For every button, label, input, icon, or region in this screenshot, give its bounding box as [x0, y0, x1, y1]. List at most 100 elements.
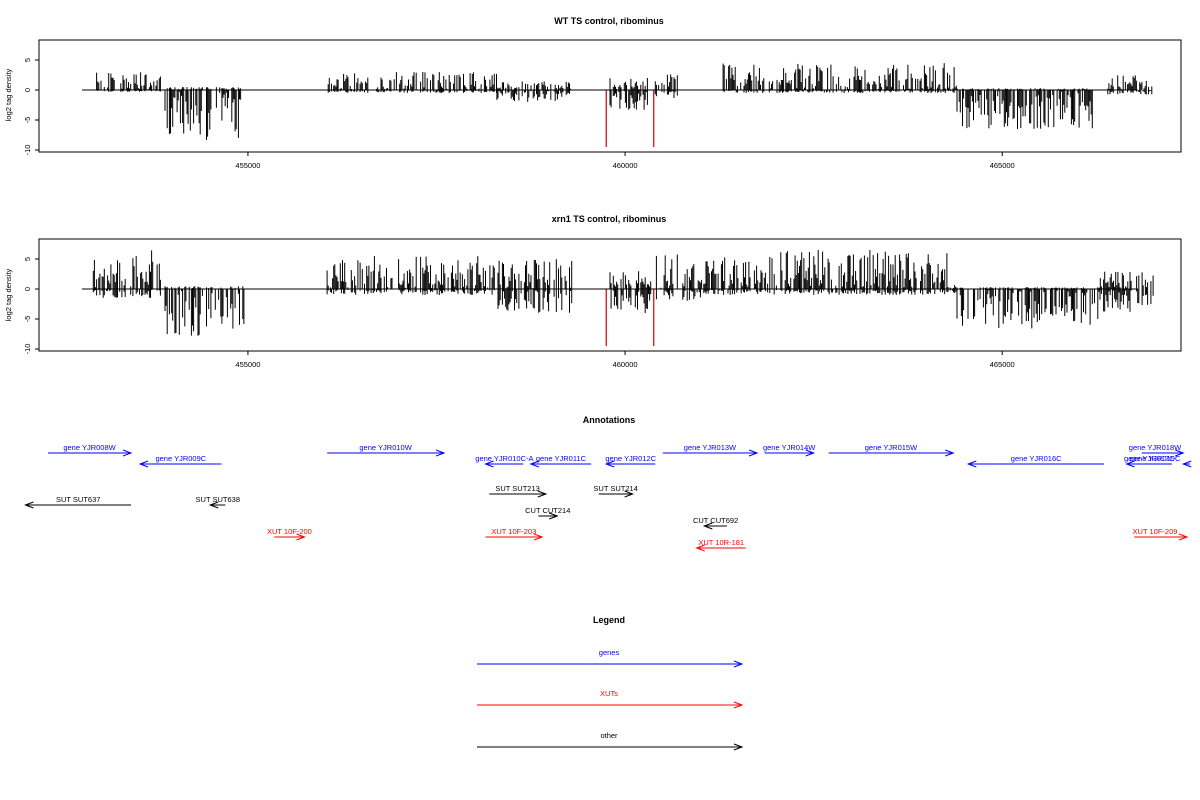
arrowhead	[805, 449, 816, 457]
feature-label: XUT 10F-200	[267, 527, 312, 536]
legend-item: XUTs	[477, 689, 744, 709]
annotation-feature: gene YJR009C	[138, 454, 222, 468]
y-axis-label: log2 tag density	[4, 68, 13, 121]
annotation-feature: SUT SUT638	[196, 495, 240, 509]
x-tick-label: 465000	[990, 161, 1015, 170]
arrowhead	[122, 449, 133, 457]
legend: Legend genes XUTs other	[477, 615, 744, 751]
feature-label: gene YJR017C	[1124, 454, 1175, 463]
legend-label: other	[600, 731, 618, 740]
annotation-feature: gene YJR018W	[1129, 443, 1185, 457]
annotation-feature: gene YJR010C-A	[475, 454, 534, 468]
feature-label: gene YJR008W	[63, 443, 116, 452]
annotation-feature: gene YJR010W	[327, 443, 446, 457]
panel-title: WT TS control, ribominus	[554, 16, 664, 26]
feature-label: gene YJR010W	[359, 443, 412, 452]
arrowhead	[296, 533, 306, 541]
y-axis-label: log2 tag density	[4, 268, 13, 321]
feature-label: gene YJR012C	[605, 454, 656, 463]
annotation-feature: SUT SUT214	[593, 484, 638, 498]
feature-label: gene YJR009C	[155, 454, 206, 463]
y-tick-label: 5	[23, 58, 32, 62]
legend-title: Legend	[593, 615, 625, 625]
arrowhead	[24, 501, 34, 509]
arrowhead	[1175, 449, 1185, 457]
annotation-feature: gene YJR011C	[529, 454, 592, 468]
feature-label: gene YJR015W	[865, 443, 918, 452]
y-tick-label: -5	[23, 316, 32, 323]
arrowhead	[1178, 533, 1189, 541]
arrowhead	[966, 460, 977, 468]
annotation-feature: gene YJR013W	[662, 443, 759, 457]
axis-ticks: -10 -5 0 5 455000 460000 465000	[23, 257, 1015, 369]
panel-xrn1: xrn1 TS control, ribominus log2 tag dens…	[4, 214, 1182, 369]
x-tick-label: 455000	[235, 360, 260, 369]
feature-label: gene YJR018W	[1129, 443, 1182, 452]
highlight-bars	[605, 289, 655, 346]
arrowhead	[537, 490, 548, 498]
y-tick-label: 0	[23, 88, 32, 92]
bar-series	[92, 250, 1154, 336]
annotation-feature: XUT 10F-200	[267, 527, 312, 541]
arrowhead	[624, 490, 635, 498]
arrowhead	[733, 701, 744, 709]
legend-label: XUTs	[600, 689, 618, 698]
annotation-feature: gene YJR008W	[48, 443, 133, 457]
arrowhead	[1125, 460, 1135, 468]
highlight-bars	[605, 90, 655, 147]
annotation-feature: CUT CUT214	[525, 506, 570, 520]
annotation-feature: SUT SUT637	[24, 495, 132, 509]
arrowhead	[435, 449, 446, 457]
legend-label: genes	[599, 648, 620, 657]
feature-list: gene YJR008W gene YJR009C gene YJR010W gene…	[24, 443, 1192, 552]
arrowhead	[484, 460, 494, 468]
feature-label: gene YJR019C	[1130, 454, 1181, 463]
feature-label: gene YJR016C	[1011, 454, 1062, 463]
y-tick-label: -10	[23, 145, 32, 156]
x-tick-label: 455000	[235, 161, 260, 170]
arrowhead	[702, 522, 713, 530]
arrowhead	[1181, 460, 1192, 468]
arrowhead	[208, 501, 219, 509]
feature-label: gene YJR010C-A	[475, 454, 533, 463]
annotation-feature: gene YJR012C	[604, 454, 657, 468]
annotation-feature: gene YJR015W	[828, 443, 955, 457]
arrowhead	[733, 743, 744, 751]
feature-label: gene YJR013W	[684, 443, 737, 452]
panel-wt: WT TS control, ribominus log2 tag densit…	[4, 16, 1182, 170]
feature-label: SUT SUT214	[593, 484, 637, 493]
annotation-feature: SUT SUT213	[489, 484, 548, 498]
feature-label: XUT 10R-181	[698, 538, 744, 547]
feature-label: CUT CUT214	[525, 506, 570, 515]
arrowhead	[748, 449, 759, 457]
arrowhead	[533, 533, 544, 541]
annotation-feature: gene YJR014W	[763, 443, 816, 457]
feature-label: XUT 10F-209	[1133, 527, 1178, 536]
annotations-title: Annotations	[583, 415, 636, 425]
bar-series	[96, 63, 1153, 140]
annotation-feature: XUT 10F-203	[485, 527, 544, 541]
feature-label: gene YJR011C	[536, 454, 587, 463]
arrowhead	[138, 460, 149, 468]
feature-label: SUT SUT213	[495, 484, 539, 493]
y-tick-label: 5	[23, 257, 32, 261]
feature-label: gene YJR014W	[763, 443, 816, 452]
feature-label: XUT 10F-203	[491, 527, 536, 536]
annotation-feature: gene YJR017C	[1124, 454, 1175, 468]
panel-title: xrn1 TS control, ribominus	[552, 214, 667, 224]
arrowhead	[604, 460, 615, 468]
annotation-feature: gene YJR019C	[1130, 454, 1192, 468]
y-tick-label: 0	[23, 287, 32, 291]
plot-frame	[38, 238, 1182, 352]
x-tick-label: 460000	[613, 360, 638, 369]
arrowhead	[945, 449, 955, 457]
arrowhead	[733, 660, 744, 668]
x-tick-label: 465000	[990, 360, 1015, 369]
annotation-feature: XUT 10F-209	[1133, 527, 1189, 541]
legend-items: genes XUTs other	[477, 648, 744, 751]
arrowhead	[529, 460, 539, 468]
feature-label: SUT SUT638	[196, 495, 240, 504]
y-tick-label: -10	[23, 344, 32, 355]
feature-label: SUT SUT637	[56, 495, 100, 504]
